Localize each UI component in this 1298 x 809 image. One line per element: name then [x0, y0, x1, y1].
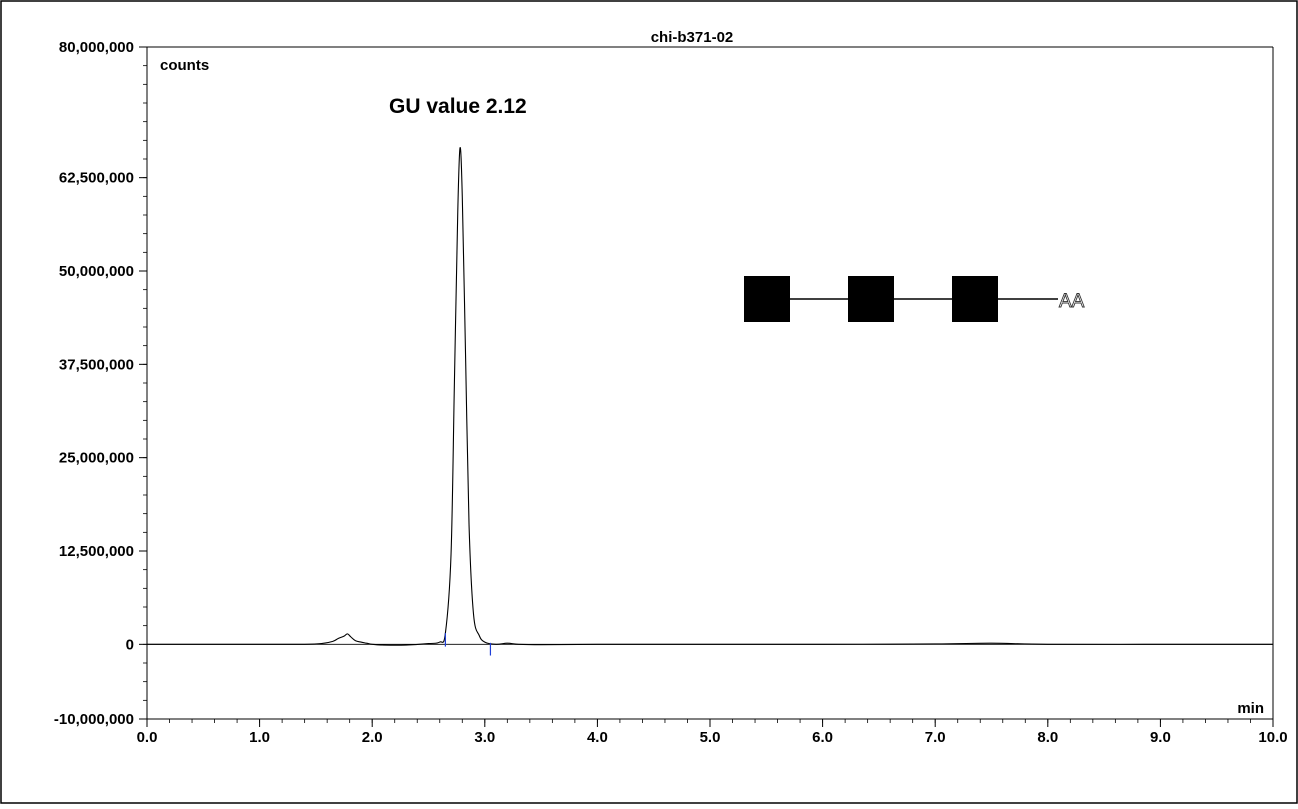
- glycan-structure: AA: [744, 276, 1085, 322]
- x-tick-label: 9.0: [1150, 729, 1171, 746]
- y-tick-label: 12,500,000: [59, 543, 134, 560]
- x-tick-label: 1.0: [249, 729, 270, 746]
- gu-value-annotation: GU value 2.12: [389, 95, 527, 118]
- y-axis-label: counts: [160, 57, 209, 74]
- glycan-residue-square: [744, 276, 790, 322]
- y-axis-ticks: [139, 46, 147, 720]
- y-tick-label: 50,000,000: [59, 263, 134, 280]
- y-tick-label: 80,000,000: [59, 39, 134, 56]
- y-tick-label: 25,000,000: [59, 450, 134, 467]
- glycan-residue-square: [952, 276, 998, 322]
- glycan-residue-square: [848, 276, 894, 322]
- x-tick-label: 7.0: [925, 729, 946, 746]
- chart-title: chi-b371-02: [651, 29, 734, 46]
- x-tick-label: 0.0: [137, 729, 158, 746]
- y-axis-tick-labels: -10,000,000 0 12,500,000 25,000,000 37,500,0…: [54, 39, 134, 728]
- x-tick-label: 3.0: [474, 729, 495, 746]
- chromatogram-trace: [146, 147, 1273, 646]
- x-tick-label: 6.0: [812, 729, 833, 746]
- x-tick-label: 5.0: [700, 729, 721, 746]
- integration-markers: [444, 633, 492, 656]
- x-tick-label: 8.0: [1037, 729, 1058, 746]
- glycan-label: AA: [1059, 291, 1085, 312]
- x-tick-label: 4.0: [587, 729, 608, 746]
- y-tick-label: -10,000,000: [54, 711, 134, 728]
- x-axis-ticks: [146, 719, 1274, 727]
- y-tick-label: 37,500,000: [59, 356, 134, 373]
- x-axis-tick-labels: 0.0 1.0 2.0 3.0 4.0 5.0 6.0 7.0 8.0 9.0 10.0: [137, 729, 1288, 746]
- x-axis-label: min: [1237, 700, 1264, 717]
- y-tick-label: 62,500,000: [59, 170, 134, 187]
- y-tick-label: 0: [126, 636, 134, 653]
- x-tick-label: 10.0: [1258, 729, 1287, 746]
- x-tick-label: 2.0: [362, 729, 383, 746]
